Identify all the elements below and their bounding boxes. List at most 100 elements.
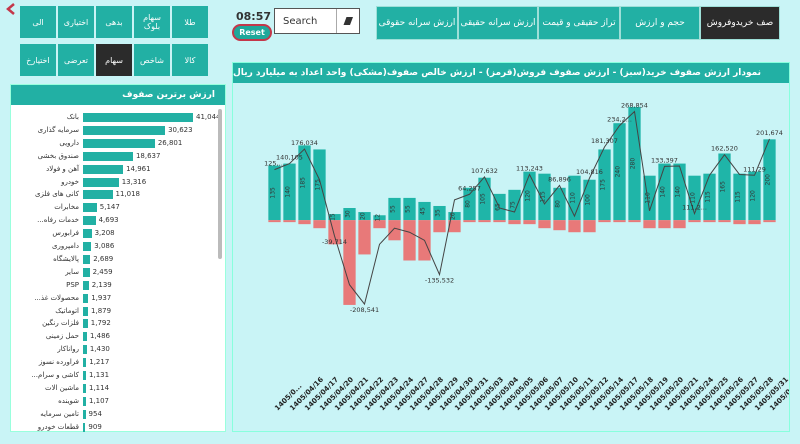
list-item[interactable]: سایر 2,459	[11, 266, 227, 279]
filter-button-10[interactable]: کالا	[172, 44, 208, 76]
list-item-value: 1,114	[88, 383, 110, 392]
list-item-label: دامپروری	[51, 242, 79, 250]
scrollbar[interactable]	[218, 109, 222, 259]
filter-button-4[interactable]: سهام بلوک	[134, 6, 170, 38]
list-item[interactable]: خودرو 13,316	[11, 176, 227, 189]
net-value-line	[274, 110, 770, 306]
clock-display: 08:57	[236, 10, 272, 23]
tab-real-per-capita[interactable]: ارزش سرانه حقیقی	[458, 6, 538, 40]
list-item-bar	[83, 203, 97, 213]
net-data-label: 133,397	[651, 156, 678, 164]
list-item-value: 1,879	[91, 306, 112, 315]
list-item-label: شوینده	[58, 396, 79, 405]
reset-button[interactable]: Reset	[232, 24, 272, 41]
bar-value-label: 175	[315, 179, 322, 191]
tab-buy-sell-queue[interactable]: صف خریدوفروش	[700, 6, 780, 40]
list-item-bar	[83, 293, 89, 303]
list-item-value: 2,459	[92, 267, 113, 276]
tab-legal-per-capita[interactable]: ارزش سرانه حقوقی	[376, 6, 458, 40]
net-data-label: 113,243	[516, 164, 543, 172]
sell-bar	[718, 220, 731, 223]
list-item[interactable]: آهن و فولاد 14,961	[11, 163, 227, 176]
back-arrow-icon[interactable]	[4, 2, 18, 16]
list-item[interactable]: دارویی 26,801	[11, 137, 227, 150]
filter-button-1[interactable]: الی	[20, 6, 56, 38]
list-item-bar	[83, 216, 96, 226]
list-item[interactable]: فلزات رنگین 1,792	[11, 317, 227, 330]
net-data-label: 104,816	[576, 168, 603, 176]
list-item-value: 11,018	[115, 190, 141, 199]
list-item[interactable]: ...خدمات رفاه 4,693	[11, 214, 227, 227]
list-item-value: 1,937	[91, 293, 112, 302]
list-item[interactable]: تامین سرمایه 954	[11, 408, 227, 421]
list-item-bar	[83, 306, 89, 316]
list-item-value: 4,693	[98, 216, 119, 225]
list-item[interactable]: اتوماتیک 1,879	[11, 305, 227, 318]
tab-real-balance-price[interactable]: تراز حقیقی و قیمت	[538, 6, 620, 40]
list-item[interactable]: ...کاشی و سرام 1,131	[11, 369, 227, 382]
filter-button-5[interactable]: طلا	[172, 6, 208, 38]
list-item[interactable]: قطعات خودرو 909	[11, 421, 227, 434]
list-item[interactable]: رواناکار 1,430	[11, 343, 227, 356]
buy-bar	[448, 212, 461, 221]
list-item-bar	[83, 319, 88, 329]
buy-bar	[298, 145, 311, 221]
eraser-icon[interactable]	[336, 9, 359, 33]
list-item-bar	[83, 409, 86, 419]
sell-bar	[373, 220, 386, 229]
list-item[interactable]: دامپروری 3,086	[11, 240, 227, 253]
list-item[interactable]: PSP 2,139	[11, 279, 227, 292]
filter-button-9[interactable]: شاخص	[134, 44, 170, 76]
list-item[interactable]: شوینده 1,107	[11, 395, 227, 408]
list-item-bar	[83, 422, 86, 432]
list-item[interactable]: ...محصولات غذ 1,937	[11, 292, 227, 305]
list-item[interactable]: ماشین الات 1,114	[11, 382, 227, 395]
list-item[interactable]: کانی های فلزی 11,018	[11, 188, 227, 201]
list-item-label: رواناکار	[57, 345, 79, 354]
sell-bar	[403, 220, 416, 261]
sell-bar	[508, 220, 521, 225]
filter-button-8[interactable]: سهام	[96, 44, 132, 76]
filter-button-6[interactable]: اختیارخ	[20, 44, 56, 76]
buy-bar	[673, 163, 686, 221]
net-data-label: 64,257	[458, 184, 481, 192]
list-item[interactable]: فرابورس 3,208	[11, 227, 227, 240]
list-item[interactable]: پالایشگاه 2,689	[11, 253, 227, 266]
list-item-label: پالایشگاه	[53, 254, 79, 263]
buy-bar	[313, 149, 326, 221]
tab-volume-value[interactable]: حجم و ارزش	[620, 6, 700, 40]
sell-bar	[703, 220, 716, 223]
list-item-label: صندوق بخشی	[37, 151, 79, 160]
buy-bar	[508, 189, 521, 221]
sell-bar	[478, 220, 491, 223]
list-item-label: ...کاشی و سرام	[31, 371, 79, 379]
net-data-label: -208,541	[350, 306, 379, 314]
list-item[interactable]: حمل زمینی 1,486	[11, 330, 227, 343]
buy-bar	[538, 173, 551, 221]
list-item-value: 1,430	[89, 345, 110, 354]
list-item-bar	[83, 371, 87, 380]
queue-value-chart: 1351405/0...1401405/04/161851405/04/1717…	[264, 101, 800, 412]
search-box[interactable]: Search	[274, 8, 360, 34]
sell-bar	[388, 220, 401, 241]
list-item[interactable]: مخابرات 5,147	[11, 201, 227, 214]
list-item[interactable]: بانک 41,044	[11, 111, 227, 124]
net-data-label: 201,674	[756, 129, 783, 137]
buy-bar	[583, 179, 596, 221]
list-item[interactable]: صندوق بخشی 18,637	[11, 150, 227, 163]
list-item-label: ماشین الات	[45, 383, 79, 392]
list-item[interactable]: فراورده نسوز 1,217	[11, 356, 227, 369]
list-item[interactable]: سرمایه گذاری 30,623	[11, 124, 227, 137]
filter-button-3[interactable]: بدهی	[96, 6, 132, 38]
filter-button-7[interactable]: تعرضی	[58, 44, 94, 76]
filter-button-2[interactable]: اختیاری	[58, 6, 94, 38]
buy-bar	[703, 173, 716, 221]
sell-bar	[628, 220, 641, 223]
list-item-bar	[83, 113, 193, 122]
list-item-bar	[83, 164, 124, 174]
sell-bar	[298, 220, 311, 225]
list-item-label: سایر	[65, 267, 79, 276]
search-input[interactable]: Search	[283, 15, 318, 27]
bar-value-label: 140	[660, 186, 667, 198]
buy-bar	[553, 187, 566, 221]
